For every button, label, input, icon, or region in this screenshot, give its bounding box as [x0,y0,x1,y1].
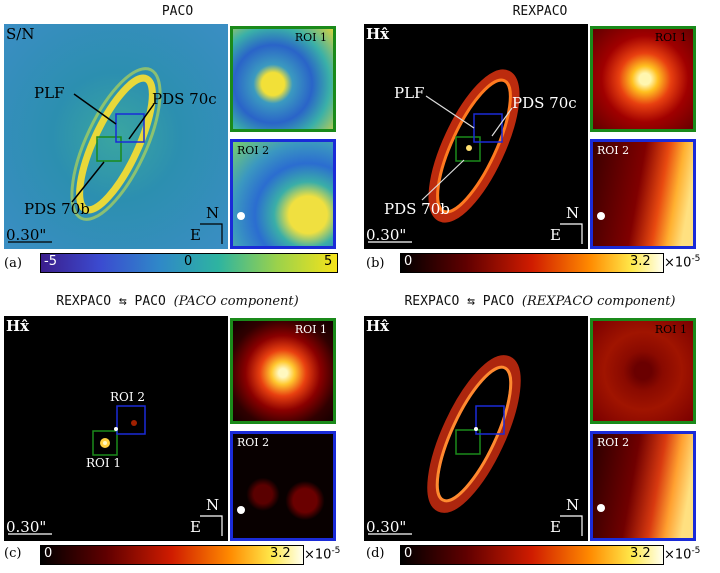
panel-b-roi1-label: ROI 1 [654,31,687,44]
panel-d-compass-n: N [566,496,580,514]
panel-d-scale-label: 0.30" [366,518,407,536]
panel-d-main-image: Hx̂ 0.30" N E [364,316,588,541]
panel-c-colorbar [40,545,304,565]
panel-d-roi2-zoom: ROI 2 [590,431,696,541]
panel-b-main-image: Hx̂ PLF PDS 70c PDS 70b 0.30" N E [364,24,588,249]
panel-a-pds70b-label: PDS 70b [24,200,90,218]
panel-d-disk-structure [368,355,583,536]
panel-d-quantity-label: Hx̂ [366,317,390,335]
panel-c-roi1-zoom: ROI 1 [230,318,336,424]
panel-d-cbar-exponent: ×10-5 [664,546,701,563]
panel-c-roi2-label: ROI 2 [237,436,270,449]
panel-b-letter: (b) [366,256,385,271]
panel-c-title: REXPACO ⇆ PACO (PACO component) [56,294,299,309]
panel-d-roi1-box [455,429,481,455]
panel-c-roi2-zoom: ROI 2 [230,431,336,541]
panel-c-main-image: Hx̂ ROI 2 ROI 1 0.30" N E [4,316,228,541]
panel-a-cbar-max: 5 [324,254,333,269]
panel-c-roi1-label: ROI 1 [294,323,327,336]
panel-a-roi2-box [115,113,145,143]
panel-c-roi2-box [116,405,146,435]
panel-b-cbar-min: 0 [404,254,413,269]
panel-d-compass-e: E [550,518,561,536]
panel-b-colorbar [400,253,664,273]
panel-b-compass-e: E [550,226,561,244]
panel-c-compass-e: E [190,518,201,536]
panel-a-cbar-mid: 0 [184,254,193,269]
panel-a-roi2-star-marker [237,212,245,220]
panel-a-plf-label: PLF [34,84,65,102]
panel-d-letter: (d) [366,546,385,561]
panel-d-roi2-star-marker [597,504,605,512]
panel-c-compass-n: N [206,496,220,514]
panel-a-compass-e: E [190,226,201,244]
panel-a-cbar-min: -5 [44,254,57,269]
panel-d-title: REXPACO ⇆ PACO (REXPACO component) [404,294,676,309]
panel-a-compass-n: N [206,204,220,222]
panel-d-cbar-min: 0 [404,546,413,561]
panel-c-sources [8,405,223,536]
panel-d-cbar-max: 3.2 [630,546,651,561]
panel-a-roi1-box [96,136,122,162]
panel-d-roi2-box [475,405,505,435]
panel-b-title: REXPACO [512,4,568,19]
panel-c-letter: (c) [4,546,22,561]
panel-a-roi2-zoom: ROI 2 [230,139,336,249]
panel-b-pds70c-label: PDS 70c [512,94,577,112]
panel-b-roi1-box [455,136,481,162]
panel-b-quantity-label: Hx̂ [366,25,390,43]
panel-c-roi2-star-marker [237,506,245,514]
panel-a-colorbar [40,253,338,273]
panel-a-main-image: S/N PLF PDS 70c PDS 70b 0.30" N E [4,24,228,249]
panel-c-cbar-max: 3.2 [270,546,291,561]
panel-a-pds70c-label: PDS 70c [152,90,217,108]
panel-b-pds70b-label: PDS 70b [384,200,450,218]
panel-c-roi1-text: ROI 1 [86,456,122,470]
panel-d-roi2-label: ROI 2 [597,436,630,449]
panel-b-compass-n: N [566,204,580,222]
panel-b-plf-label: PLF [394,84,425,102]
panel-c-quantity-label: Hx̂ [6,317,30,335]
panel-b-roi2-zoom: ROI 2 [590,139,696,249]
panel-b-roi1-zoom: ROI 1 [590,26,696,132]
panel-b-roi2-label: ROI 2 [597,144,630,157]
panel-a-letter: (a) [4,256,22,271]
panel-b-disk-structure [368,69,583,244]
panel-a-roi1-zoom: ROI 1 [230,26,336,132]
panel-a-title: PACO [161,4,194,19]
panel-d-roi1-label: ROI 1 [654,323,687,336]
panel-b-roi2-star-marker [597,212,605,220]
panel-c-cbar-exponent: ×10-5 [304,546,341,563]
panel-b-cbar-exponent: ×10-5 [664,254,701,271]
panel-a-quantity-label: S/N [6,25,35,43]
panel-d-roi1-zoom: ROI 1 [590,318,696,424]
panel-a-roi2-label: ROI 2 [237,144,270,157]
panel-a-roi1-label: ROI 1 [294,31,327,44]
panel-b-cbar-max: 3.2 [630,254,651,269]
panel-a-scale-label: 0.30" [6,226,47,244]
panel-b-scale-label: 0.30" [366,226,407,244]
panel-c-cbar-min: 0 [44,546,53,561]
panel-c-roi1-box [92,430,118,456]
panel-a-disk-structure [8,67,223,244]
panel-c-scale-label: 0.30" [6,518,47,536]
panel-c-roi2-text: ROI 2 [110,390,146,404]
panel-d-colorbar [400,545,664,565]
